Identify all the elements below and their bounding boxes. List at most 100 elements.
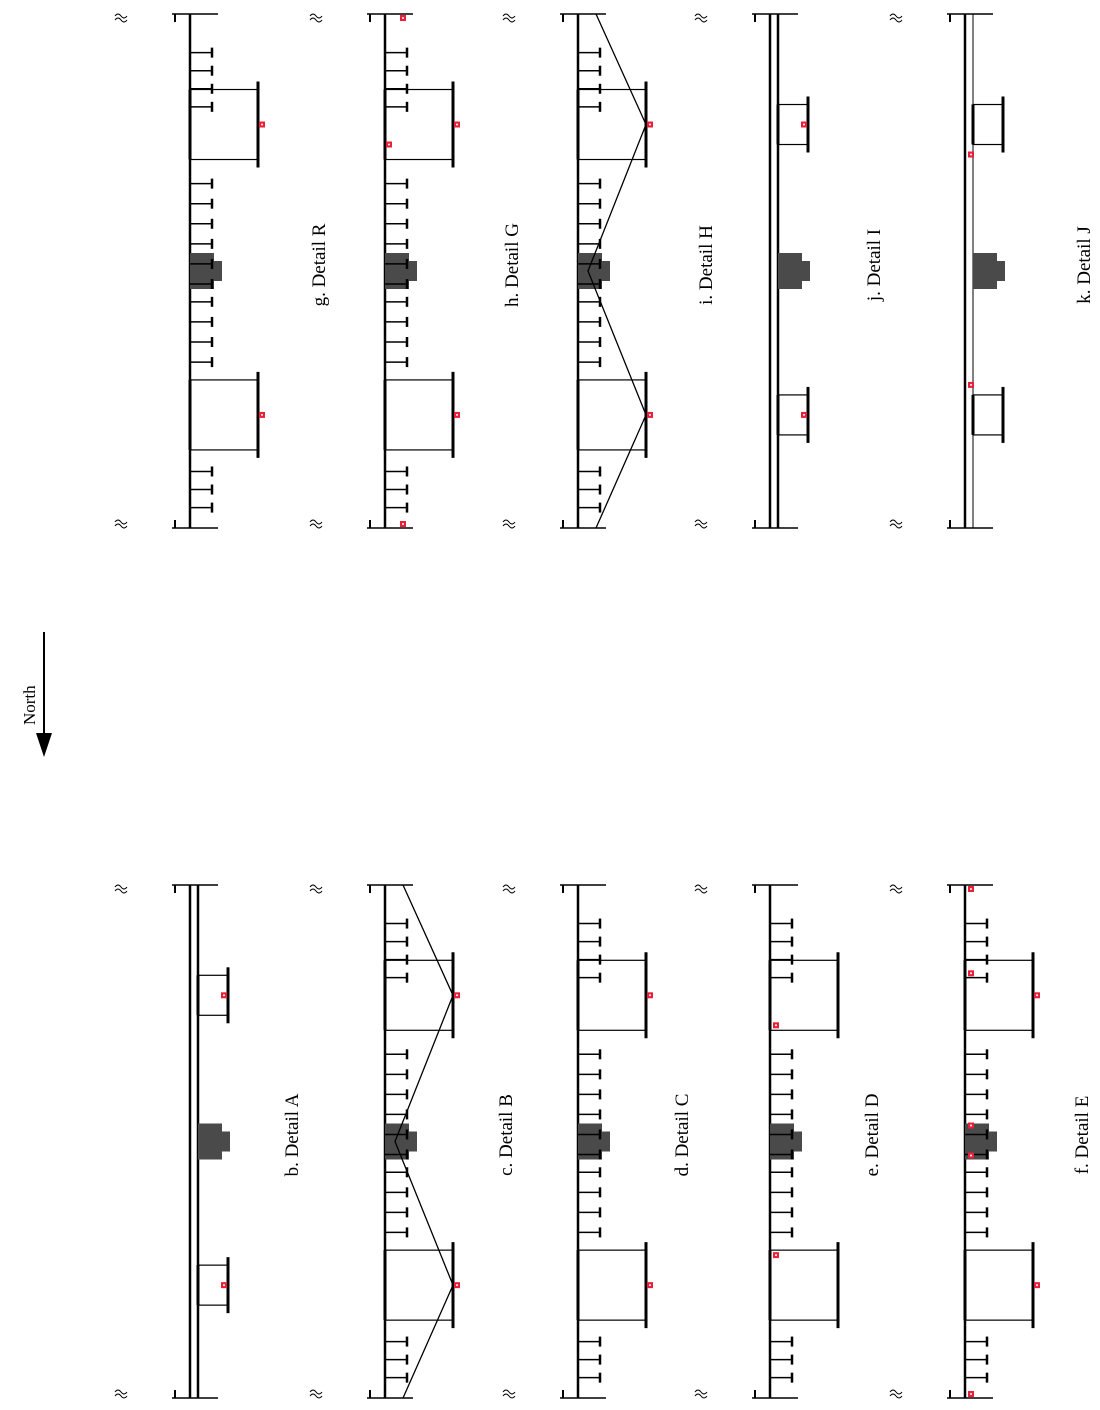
pier-cap	[989, 1131, 997, 1152]
detail-caption: c. Detail B	[496, 1094, 517, 1176]
monitoring-point-dot	[970, 972, 972, 975]
monitoring-point-dot	[970, 383, 972, 386]
pier-cap	[602, 261, 610, 281]
monitoring-point-dot	[970, 153, 972, 156]
detail-caption: g. Detail R	[309, 223, 330, 306]
embankment-hatch	[114, 884, 128, 894]
detail-caption: j. Detail I	[864, 229, 885, 302]
pier-cap	[409, 261, 417, 281]
monitoring-point-dot	[649, 123, 651, 126]
monitoring-point-dot	[456, 994, 458, 997]
detail-caption: b. Detail A	[282, 1093, 303, 1176]
detail-caption: h. Detail G	[502, 223, 523, 307]
north-indicator: North	[20, 632, 52, 757]
pier-cap	[222, 1131, 230, 1152]
monitoring-point-dot	[775, 1024, 777, 1027]
cross-section-panel	[502, 13, 653, 529]
monitoring-point-dot	[223, 994, 225, 997]
monitoring-point-dot	[970, 888, 972, 890]
cross-section-panel	[114, 13, 265, 529]
monitoring-point-dot	[649, 1284, 651, 1287]
girder-web	[769, 1249, 839, 1321]
monitoring-point-dot	[223, 1284, 225, 1287]
cross-section-panel	[309, 884, 460, 1399]
cross-section-panel	[889, 13, 1005, 529]
monitoring-point-dot	[402, 523, 404, 525]
embankment-hatch	[502, 519, 516, 529]
detail-caption: f. Detail E	[1072, 1096, 1093, 1175]
pier-concrete	[973, 253, 997, 289]
monitoring-point-dot	[261, 413, 263, 416]
girder-web	[189, 88, 259, 161]
embankment-hatch	[694, 519, 708, 529]
monitoring-point-dot	[1036, 994, 1038, 997]
detail-caption: e. Detail D	[862, 1094, 883, 1177]
embankment-hatch	[114, 13, 128, 23]
monitoring-point-dot	[970, 1124, 972, 1127]
embankment-hatch	[114, 1389, 128, 1399]
monitoring-point-dot	[402, 17, 404, 19]
embankment-hatch	[309, 1389, 323, 1399]
cross-section-panel	[114, 884, 230, 1399]
girder-web	[189, 379, 259, 451]
pier-concrete	[578, 253, 602, 289]
girder-web	[577, 959, 647, 1031]
embankment-hatch	[889, 519, 903, 529]
girder-web	[577, 88, 647, 161]
monitoring-point-dot	[970, 1154, 972, 1157]
pier-cap	[409, 1131, 417, 1152]
embankment-hatch	[889, 1389, 903, 1399]
monitoring-point-dot	[1036, 1284, 1038, 1287]
pier-cap	[997, 261, 1005, 281]
girder-web	[769, 959, 839, 1031]
monitoring-point-dot	[775, 1254, 777, 1257]
pier-concrete	[198, 1123, 222, 1160]
girder-web	[972, 394, 1004, 436]
embankment-hatch	[889, 13, 903, 23]
north-arrow-head	[36, 733, 52, 757]
monitoring-point-dot	[456, 1284, 458, 1287]
detail-captions: b. Detail A c. Detail B d. Detail C e. Deta…	[282, 223, 1095, 1177]
embankment-hatch	[694, 13, 708, 23]
pier-concrete	[770, 1123, 794, 1160]
monitoring-point-dot	[970, 1393, 972, 1395]
embankment-hatch	[502, 13, 516, 23]
monitoring-point-dot	[261, 123, 263, 126]
monitoring-point-dot	[649, 413, 651, 416]
girder-web	[577, 379, 647, 451]
pier-concrete	[578, 1123, 602, 1160]
pier-cap	[214, 261, 222, 281]
embankment-hatch	[502, 884, 516, 894]
embankment-hatch	[694, 1389, 708, 1399]
detail-panels	[114, 13, 1040, 1399]
embankment-hatch	[309, 519, 323, 529]
girder-web	[972, 103, 1004, 146]
diagonal-brace	[587, 13, 647, 529]
pier-concrete	[778, 253, 802, 289]
embankment-hatch	[309, 884, 323, 894]
detail-caption: d. Detail C	[672, 1094, 693, 1177]
cross-section-panel	[694, 13, 810, 529]
embankment-hatch	[889, 884, 903, 894]
girder-web	[577, 1249, 647, 1321]
cross-section-panel	[694, 884, 840, 1399]
monitoring-point-dot	[388, 143, 390, 146]
embankment-hatch	[502, 1389, 516, 1399]
embankment-hatch	[694, 884, 708, 894]
embankment-hatch	[114, 519, 128, 529]
cross-section-panel	[502, 884, 653, 1399]
detail-caption: k. Detail J	[1074, 226, 1095, 304]
pier-cap	[802, 261, 810, 281]
cross-section-panel	[309, 13, 460, 529]
monitoring-point-dot	[649, 994, 651, 997]
girder-web	[384, 379, 454, 451]
embankment-hatch	[309, 13, 323, 23]
diagonal-brace	[394, 884, 454, 1399]
pier-cap	[794, 1131, 802, 1152]
pier-concrete	[190, 253, 214, 289]
girder-web	[964, 1249, 1034, 1321]
cross-section-panel	[889, 884, 1040, 1399]
monitoring-point-dot	[803, 123, 805, 126]
girder-web	[964, 959, 1034, 1031]
